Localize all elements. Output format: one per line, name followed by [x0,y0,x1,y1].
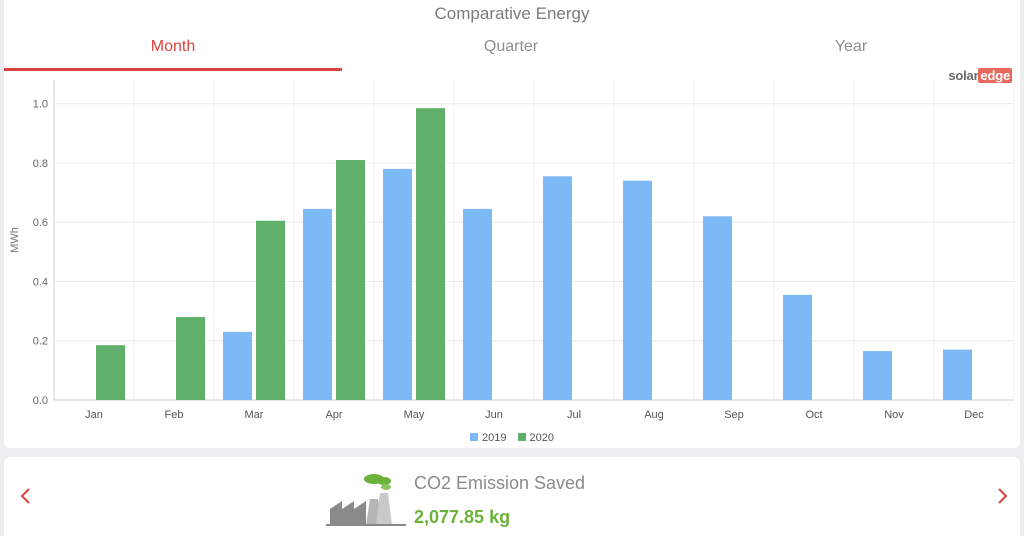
energy-bar-chart: 0.0 0.2 0.4 0.6 0.8 1.0 MWh Jan Feb Mar Apr May Jun J… [9,80,1015,421]
bar-2019-nov [863,351,892,400]
x-tick-label: Apr [325,409,342,421]
bar-2019-aug [623,180,652,400]
page-title: Comparative Energy [434,4,590,23]
bar-2019-jun [463,208,492,400]
prev-button[interactable] [14,481,38,511]
x-tick-label: Jun [485,409,503,421]
y-tick-label: 0.4 [33,276,48,288]
legend-swatch-2019 [469,433,478,441]
co2-label: CO2 Emission Saved [414,473,586,493]
y-tick-label: 0.0 [33,395,48,407]
y-axis-label: MWh [9,227,21,253]
legend-item-2019[interactable]: 2019 [469,432,507,444]
co2-value: 2,077.85 kg [414,507,511,527]
brand-logo-part2: edge [978,68,1012,83]
x-tick-label: Jul [567,409,581,421]
bar-2019-apr [303,208,332,400]
co2-card: CO2 Emission Saved 2,077.85 kg [4,457,1020,536]
y-tick-label: 0.6 [33,217,48,229]
bar-2020-mar [256,220,285,400]
x-tick-label: Mar [245,409,264,421]
chevron-left-icon [20,488,30,504]
y-tick-label: 0.8 [33,158,48,170]
tab-year[interactable]: Year [834,38,868,55]
y-tick-label: 0.2 [33,336,48,348]
comparative-energy-panel: Comparative Energy Month Quarter Year so… [4,0,1020,448]
y-tick-label: 1.0 [33,99,48,111]
chevron-right-icon [998,488,1008,504]
bar-2019-oct [783,294,812,400]
x-tick-label: Feb [165,409,184,421]
x-tick-label: Aug [644,409,664,421]
legend-label-2019: 2019 [481,432,507,444]
legend-item-2020[interactable]: 2020 [517,432,555,444]
bar-2020-may [416,108,445,401]
chart-legend: 2019 2020 [4,432,1020,444]
brand-logo: solar edge [948,68,1012,83]
bar-2019-dec [943,349,972,400]
bar-2019-may [383,168,412,400]
x-tick-label: Sep [724,409,744,421]
legend-label-2020: 2020 [529,432,555,444]
x-tick-label: Jan [85,409,103,421]
bar-2019-jul [543,176,572,400]
brand-logo-part1: solar [948,68,979,83]
x-tick-label: Oct [805,409,822,421]
bar-2020-feb [176,317,205,400]
factory-icon [326,474,406,526]
legend-swatch-2020 [517,433,526,441]
x-tick-label: Nov [884,409,904,421]
tab-quarter[interactable]: Quarter [483,38,539,55]
bar-2020-jan [96,345,125,400]
bar-2019-mar [223,331,252,400]
x-tick-label: May [404,409,425,421]
next-button[interactable] [990,481,1014,511]
tab-month[interactable]: Month [4,36,342,71]
period-tabs: Month Quarter Year [4,36,1020,71]
x-tick-label: Dec [964,409,984,421]
bar-2019-sep [703,216,732,400]
bar-2020-apr [336,160,365,400]
